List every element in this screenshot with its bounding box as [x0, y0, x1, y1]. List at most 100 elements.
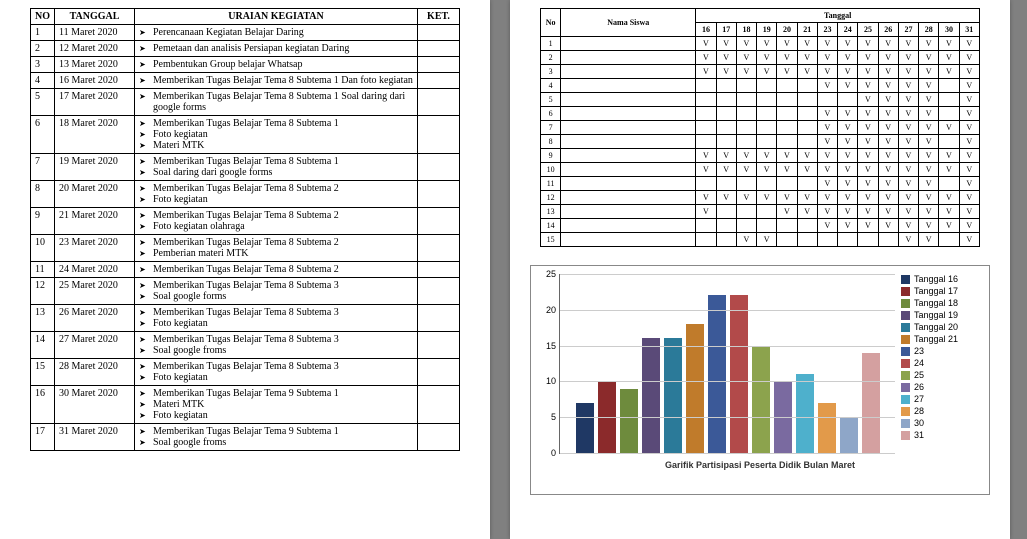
att-cell-mark: V	[838, 51, 858, 65]
att-cell-mark	[817, 233, 837, 247]
bullet-icon	[139, 43, 153, 54]
att-cell-mark: V	[757, 37, 777, 51]
cell-uraian: Memberikan Tugas Belajar Tema 9 Subtema …	[135, 424, 418, 451]
att-cell-mark: V	[919, 121, 939, 135]
uraian-text: Pemberian materi MTK	[153, 248, 413, 259]
att-cell-mark	[696, 93, 716, 107]
attendance-row: 13VVVVVVVVVVV	[541, 205, 980, 219]
att-cell-mark: V	[858, 219, 878, 233]
legend-label: 23	[914, 346, 924, 356]
att-cell-mark: V	[838, 135, 858, 149]
legend-item: Tanggal 16	[901, 274, 983, 284]
att-cell-mark	[757, 219, 777, 233]
col-header-tanggal: TANGGAL	[55, 9, 135, 25]
cell-no: 11	[31, 262, 55, 278]
att-cell-mark	[716, 233, 736, 247]
att-cell-mark: V	[736, 51, 756, 65]
bullet-icon	[139, 91, 153, 102]
att-cell-no: 6	[541, 107, 561, 121]
bullet-icon	[139, 129, 153, 140]
uraian-text: Memberikan Tugas Belajar Tema 8 Subtema …	[153, 75, 413, 86]
chart-bar	[862, 353, 880, 453]
uraian-text: Soal daring dari google forms	[153, 167, 413, 178]
att-cell-mark: V	[919, 219, 939, 233]
att-cell-mark: V	[898, 79, 918, 93]
att-cell-mark: V	[959, 121, 979, 135]
att-cell-mark: V	[817, 79, 837, 93]
att-cell-mark: V	[817, 107, 837, 121]
att-cell-mark: V	[878, 79, 898, 93]
chart-bar	[818, 403, 836, 453]
bullet-icon	[139, 264, 153, 275]
attendance-row: 5VVVVV	[541, 93, 980, 107]
chart-gridline	[560, 417, 895, 418]
att-cell-mark: V	[959, 135, 979, 149]
att-cell-no: 3	[541, 65, 561, 79]
bullet-icon	[139, 156, 153, 167]
att-cell-mark: V	[959, 65, 979, 79]
att-cell-name	[561, 177, 696, 191]
att-cell-mark: V	[878, 121, 898, 135]
att-cell-mark: V	[696, 51, 716, 65]
att-cell-no: 1	[541, 37, 561, 51]
att-cell-mark: V	[757, 163, 777, 177]
att-cell-mark: V	[919, 191, 939, 205]
table-row: 820 Maret 2020Memberikan Tugas Belajar T…	[31, 181, 460, 208]
att-cell-mark: V	[919, 65, 939, 79]
legend-swatch	[901, 407, 910, 416]
cell-tanggal: 24 Maret 2020	[55, 262, 135, 278]
att-cell-mark: V	[817, 135, 837, 149]
uraian-text: Memberikan Tugas Belajar Tema 8 Subtema …	[153, 280, 413, 291]
chart-bar	[840, 417, 858, 453]
att-cell-no: 4	[541, 79, 561, 93]
bullet-icon	[139, 118, 153, 129]
att-cell-mark	[797, 121, 817, 135]
att-cell-mark: V	[858, 205, 878, 219]
uraian-text: Memberikan Tugas Belajar Tema 9 Subtema …	[153, 426, 413, 437]
cell-uraian: Memberikan Tugas Belajar Tema 8 Subtema …	[135, 73, 418, 89]
cell-tanggal: 18 Maret 2020	[55, 116, 135, 154]
legend-item: 31	[901, 430, 983, 440]
cell-no: 2	[31, 41, 55, 57]
att-cell-mark	[777, 135, 797, 149]
legend-swatch	[901, 287, 910, 296]
att-cell-mark: V	[817, 121, 837, 135]
cell-tanggal: 20 Maret 2020	[55, 181, 135, 208]
att-cell-mark: V	[939, 65, 959, 79]
att-cell-mark: V	[959, 79, 979, 93]
chart-title: Garifik Partisipasi Peserta Didik Bulan …	[665, 460, 855, 470]
table-row: 1023 Maret 2020Memberikan Tugas Belajar …	[31, 235, 460, 262]
att-cell-mark: V	[777, 65, 797, 79]
att-cell-name	[561, 219, 696, 233]
cell-ket	[418, 116, 460, 154]
legend-item: Tanggal 17	[901, 286, 983, 296]
att-cell-name	[561, 149, 696, 163]
cell-no: 15	[31, 359, 55, 386]
chart-bar	[576, 403, 594, 453]
att-cell-mark: V	[858, 37, 878, 51]
att-cell-mark: V	[939, 163, 959, 177]
att-cell-name	[561, 121, 696, 135]
att-cell-mark: V	[919, 149, 939, 163]
att-cell-mark	[757, 107, 777, 121]
att-cell-mark: V	[716, 37, 736, 51]
cell-no: 12	[31, 278, 55, 305]
cell-ket	[418, 305, 460, 332]
legend-item: Tanggal 20	[901, 322, 983, 332]
chart-bar	[730, 295, 748, 453]
att-cell-mark: V	[878, 149, 898, 163]
att-cell-mark	[777, 93, 797, 107]
cell-uraian: Memberikan Tugas Belajar Tema 8 Subtema …	[135, 262, 418, 278]
uraian-text: Memberikan Tugas Belajar Tema 8 Subtema …	[153, 156, 413, 167]
cell-tanggal: 23 Maret 2020	[55, 235, 135, 262]
att-cell-no: 8	[541, 135, 561, 149]
att-cell-mark	[777, 177, 797, 191]
chart-plot-area: 0510152025	[559, 274, 895, 454]
cell-ket	[418, 25, 460, 41]
bullet-icon	[139, 345, 153, 356]
legend-label: Tanggal 16	[914, 274, 958, 284]
att-cell-mark: V	[736, 149, 756, 163]
uraian-text: Memberikan Tugas Belajar Tema 8 Subtema …	[153, 237, 413, 248]
bullet-icon	[139, 248, 153, 259]
att-cell-mark: V	[696, 37, 716, 51]
